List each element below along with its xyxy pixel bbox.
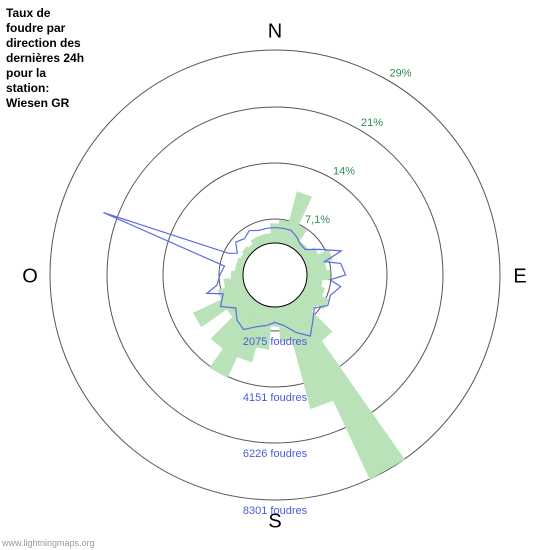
svg-text:21%: 21%	[361, 117, 383, 129]
chart-title: Taux defoudre pardirection desdernières …	[6, 6, 84, 111]
svg-text:8301 foudres: 8301 foudres	[243, 505, 308, 517]
blue-ring-labels: 2075 foudres 4151 foudres 6226 foudres 8301…	[243, 336, 308, 517]
svg-text:7,1%: 7,1%	[305, 214, 330, 226]
svg-text:6226 foudres: 6226 foudres	[243, 448, 308, 460]
svg-text:O: O	[22, 265, 38, 287]
svg-text:4151 foudres: 4151 foudres	[243, 392, 308, 404]
footer-credit: www.lightningmaps.org	[2, 538, 95, 548]
svg-text:E: E	[513, 265, 526, 287]
svg-text:2075 foudres: 2075 foudres	[243, 336, 308, 348]
green-ring-labels: 7,1% 14% 21% 29%	[305, 68, 412, 226]
center-mask	[243, 243, 307, 307]
svg-text:14%: 14%	[333, 166, 355, 178]
svg-text:29%: 29%	[390, 68, 412, 80]
svg-text:N: N	[268, 20, 282, 42]
